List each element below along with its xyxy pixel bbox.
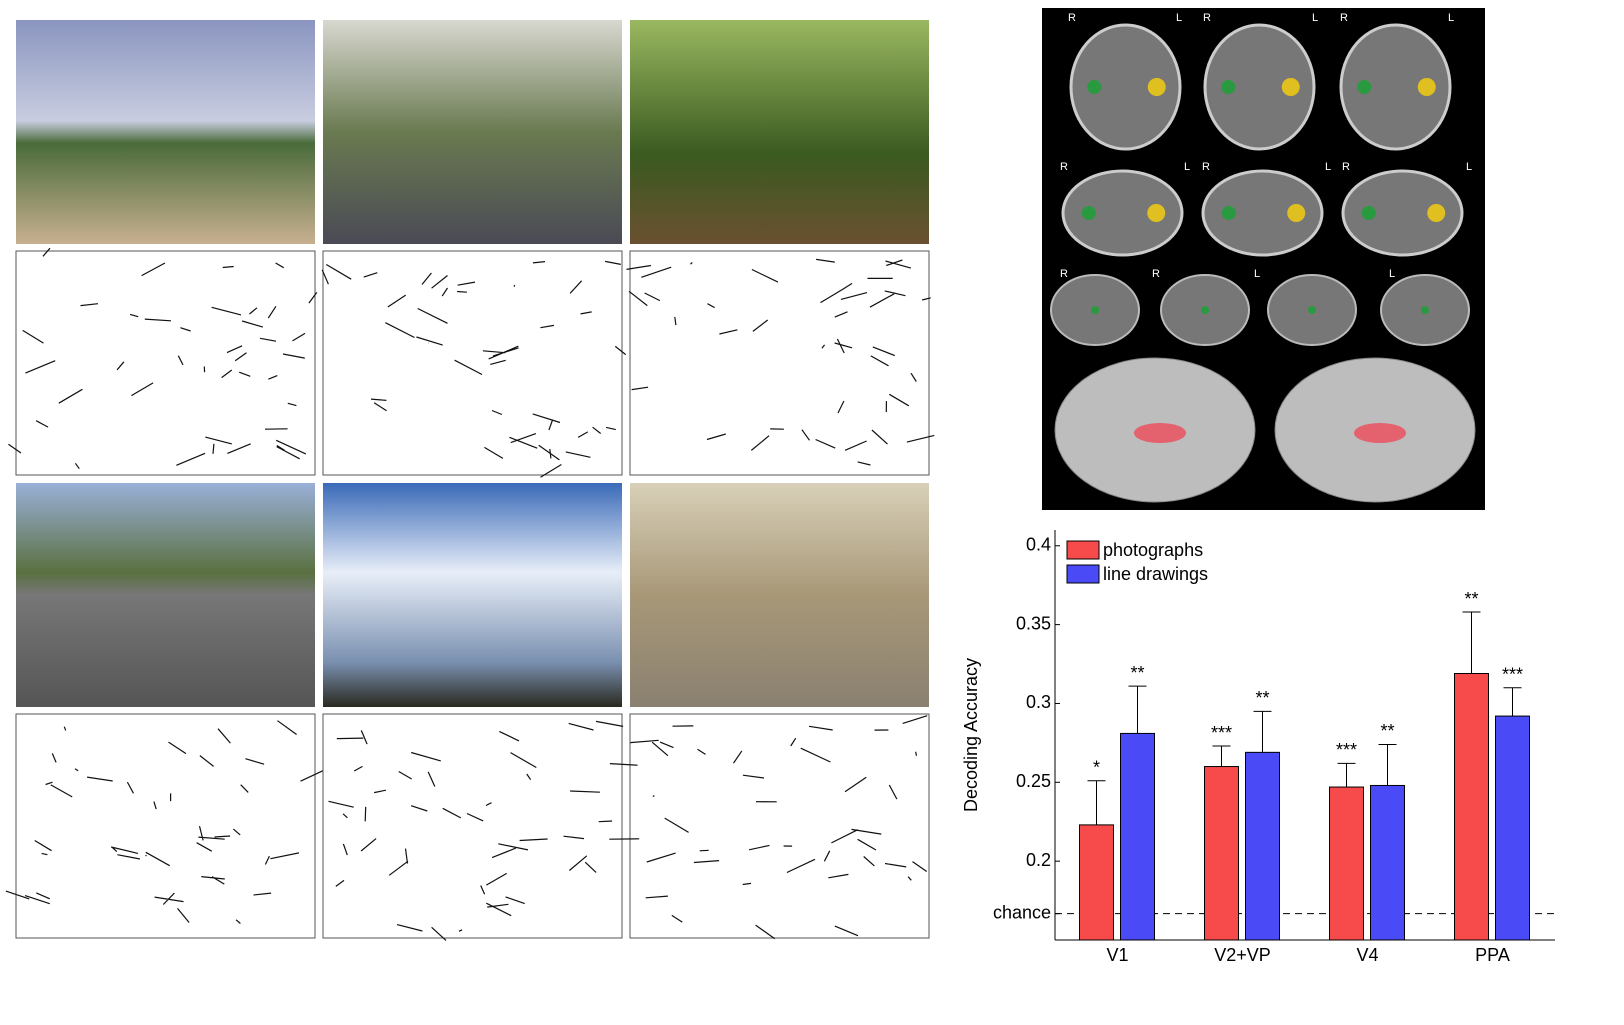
orientation-label: R bbox=[1068, 12, 1076, 24]
y-tick-label: 0.3 bbox=[1026, 692, 1051, 712]
bar bbox=[1454, 673, 1489, 941]
significance: *** bbox=[1211, 723, 1232, 743]
activation bbox=[1427, 204, 1446, 222]
x-tick-label: V4 bbox=[1356, 945, 1378, 965]
x-tick-label: PPA bbox=[1475, 945, 1510, 965]
significance: ** bbox=[1255, 688, 1269, 708]
bar bbox=[1370, 784, 1405, 941]
activation bbox=[1361, 206, 1376, 220]
activation bbox=[1147, 78, 1166, 96]
y-axis-label: Decoding Accuracy bbox=[961, 658, 981, 812]
drawing-strokes bbox=[328, 720, 624, 941]
activation bbox=[1421, 306, 1429, 314]
legend-swatch bbox=[1066, 540, 1100, 560]
orientation-label: R bbox=[1340, 12, 1348, 24]
bar bbox=[1079, 824, 1114, 941]
line-drawing bbox=[629, 250, 930, 476]
significance: ** bbox=[1380, 721, 1394, 741]
significance: *** bbox=[1502, 664, 1523, 684]
bar bbox=[1245, 751, 1280, 941]
activation bbox=[1081, 206, 1096, 220]
y-tick-label: 0.25 bbox=[1016, 771, 1051, 791]
orientation-label: L bbox=[1184, 161, 1190, 173]
x-tick-label: V1 bbox=[1106, 945, 1128, 965]
activation bbox=[1201, 306, 1209, 314]
brain-slice bbox=[1069, 23, 1182, 151]
drawing-strokes bbox=[8, 247, 318, 470]
activation bbox=[1417, 78, 1436, 96]
activation bbox=[1287, 204, 1306, 222]
bar bbox=[1204, 766, 1239, 941]
photo bbox=[16, 483, 315, 707]
bar bbox=[1120, 732, 1155, 941]
orientation-label: L bbox=[1389, 268, 1395, 280]
significance: ** bbox=[1464, 589, 1478, 609]
line-drawing bbox=[629, 713, 930, 939]
activation bbox=[1087, 80, 1102, 94]
activation-surface bbox=[1134, 423, 1186, 443]
line-drawing bbox=[322, 250, 623, 476]
orientation-label: R bbox=[1203, 12, 1211, 24]
brain-slice bbox=[1201, 169, 1324, 257]
photo bbox=[323, 483, 622, 707]
orientation-label: R bbox=[1152, 268, 1160, 280]
drawing-strokes bbox=[5, 720, 331, 924]
orientation-label: R bbox=[1060, 268, 1068, 280]
activation bbox=[1308, 306, 1316, 314]
orientation-label: R bbox=[1060, 161, 1068, 173]
brain-slice bbox=[1339, 23, 1452, 151]
orientation-label: R bbox=[1342, 161, 1350, 173]
line-drawing bbox=[322, 713, 623, 939]
line-drawing bbox=[15, 713, 316, 939]
orientation-label: L bbox=[1325, 161, 1331, 173]
activation bbox=[1281, 78, 1300, 96]
significance: * bbox=[1093, 757, 1100, 777]
activation bbox=[1147, 204, 1166, 222]
activation bbox=[1357, 80, 1372, 94]
y-tick-label: 0.4 bbox=[1026, 535, 1051, 555]
activation bbox=[1091, 306, 1099, 314]
orientation-label: L bbox=[1448, 12, 1454, 24]
orientation-label: R bbox=[1202, 161, 1210, 173]
brain-slice bbox=[1203, 23, 1316, 151]
line-drawing bbox=[15, 250, 316, 476]
brain-slice bbox=[1341, 169, 1464, 257]
activation-surface bbox=[1354, 423, 1406, 443]
legend-label: photographs bbox=[1103, 540, 1203, 560]
drawing-strokes bbox=[321, 260, 627, 478]
drawing-strokes bbox=[609, 715, 928, 940]
significance: *** bbox=[1336, 740, 1357, 760]
legend-label: line drawings bbox=[1103, 564, 1208, 584]
legend-swatch bbox=[1066, 564, 1100, 584]
photo bbox=[630, 483, 929, 707]
drawing-strokes bbox=[626, 258, 935, 466]
y-tick-label: 0.35 bbox=[1016, 613, 1051, 633]
orientation-label: L bbox=[1254, 268, 1260, 280]
activation bbox=[1221, 206, 1236, 220]
orientation-label: L bbox=[1466, 161, 1472, 173]
photo bbox=[16, 20, 315, 244]
orientation-label: L bbox=[1312, 12, 1318, 24]
orientation-label: L bbox=[1176, 12, 1182, 24]
y-tick-label: chance bbox=[993, 902, 1051, 922]
y-tick-label: 0.2 bbox=[1026, 850, 1051, 870]
brain-slice bbox=[1061, 169, 1184, 257]
x-tick-label: V2+VP bbox=[1214, 945, 1271, 965]
bar bbox=[1495, 715, 1530, 941]
activation bbox=[1221, 80, 1236, 94]
photo bbox=[323, 20, 622, 244]
bar bbox=[1329, 786, 1364, 941]
significance: ** bbox=[1130, 663, 1144, 683]
photo bbox=[630, 20, 929, 244]
